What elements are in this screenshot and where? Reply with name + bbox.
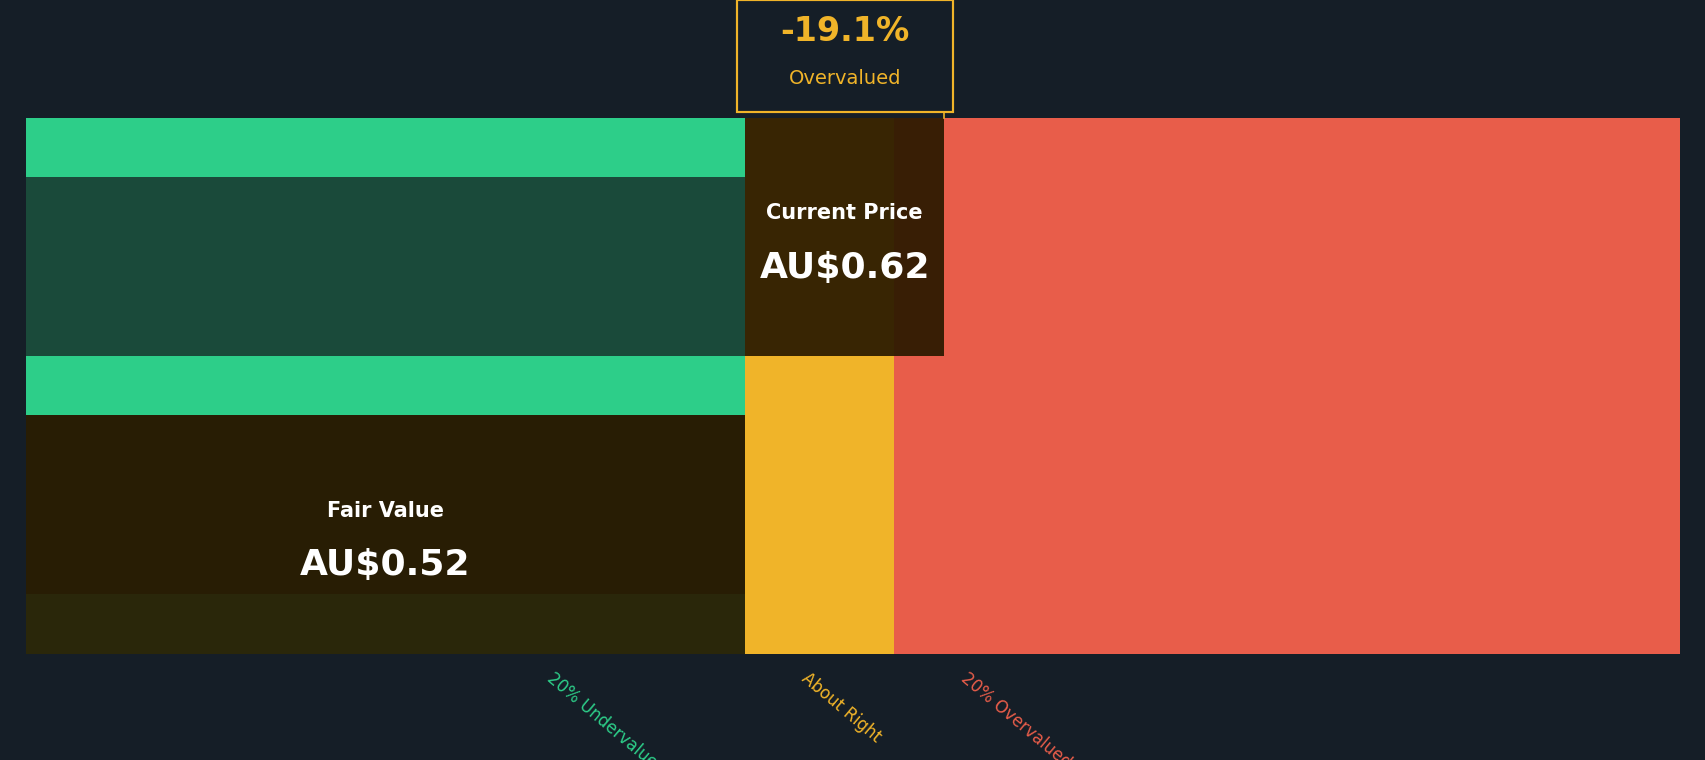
- Text: -19.1%: -19.1%: [779, 14, 909, 48]
- Bar: [26, 118, 745, 177]
- Text: Fair Value: Fair Value: [327, 501, 443, 521]
- Text: Current Price: Current Price: [766, 203, 922, 223]
- Bar: [26, 416, 745, 594]
- Text: 20% Overvalued: 20% Overvalued: [957, 669, 1074, 760]
- Text: AU$0.52: AU$0.52: [300, 549, 471, 582]
- Bar: [893, 416, 1679, 594]
- Bar: [893, 594, 1679, 654]
- Bar: [26, 594, 745, 654]
- Text: About Right: About Right: [798, 669, 883, 746]
- Bar: [745, 356, 893, 416]
- Text: Overvalued: Overvalued: [788, 68, 900, 87]
- Bar: [745, 416, 893, 594]
- Bar: [893, 177, 1679, 356]
- Bar: [26, 356, 745, 416]
- Text: AU$0.62: AU$0.62: [759, 251, 929, 285]
- Bar: [737, 0, 951, 112]
- Bar: [893, 356, 1679, 416]
- Bar: [745, 594, 893, 654]
- Bar: [745, 177, 893, 356]
- Bar: [737, 0, 951, 112]
- Bar: [893, 118, 1679, 177]
- Bar: [745, 118, 893, 177]
- Bar: [745, 118, 943, 356]
- Bar: [26, 177, 745, 356]
- Bar: [26, 416, 745, 654]
- Text: 20% Undervalued: 20% Undervalued: [544, 669, 668, 760]
